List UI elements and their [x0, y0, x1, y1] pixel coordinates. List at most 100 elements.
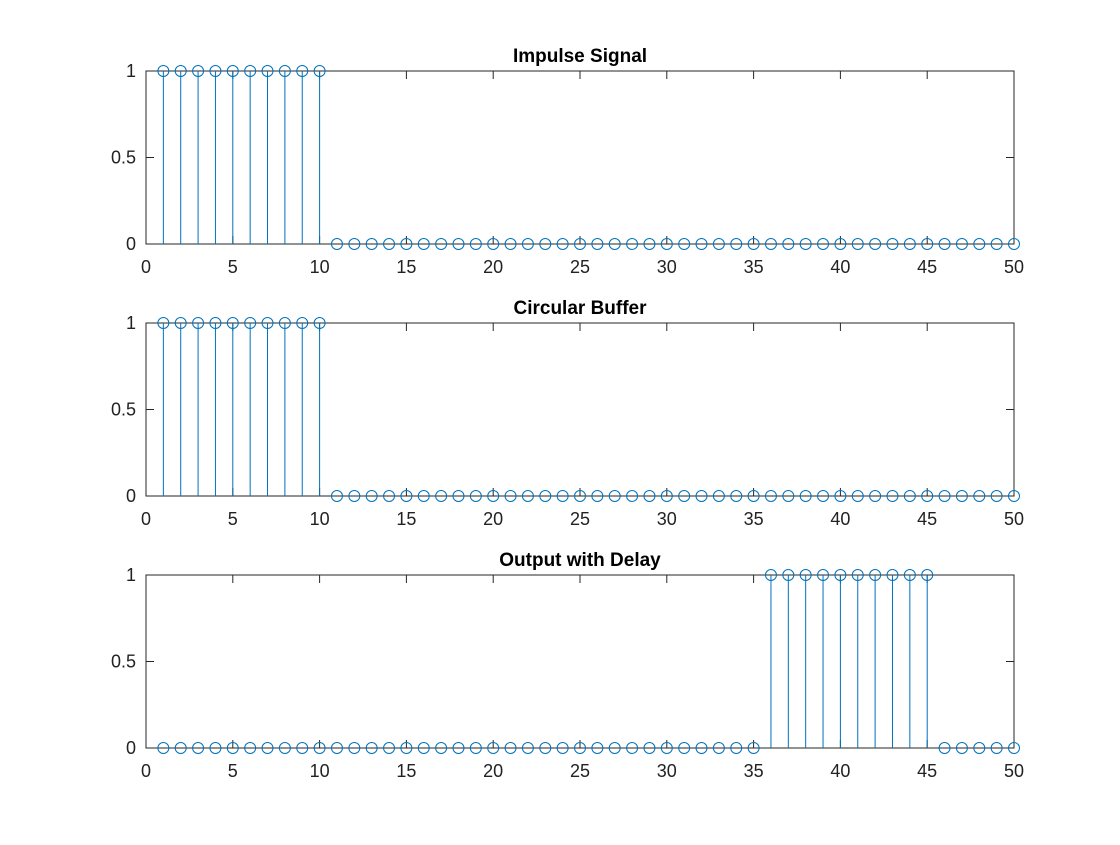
x-tick-label: 20	[483, 509, 503, 529]
stem-marker	[782, 569, 795, 581]
x-tick-label: 5	[228, 761, 238, 781]
x-tick-label: 0	[141, 257, 151, 277]
stem-marker	[938, 742, 951, 754]
stem-marker	[192, 317, 205, 329]
stem-marker	[383, 238, 396, 250]
x-tick-label: 30	[657, 761, 677, 781]
stem-marker	[973, 490, 986, 502]
stem-marker	[938, 490, 951, 502]
stem-marker	[174, 742, 187, 754]
stem-marker	[539, 490, 552, 502]
stem-marker	[851, 238, 864, 250]
stem-marker	[834, 490, 847, 502]
stem-marker	[435, 490, 448, 502]
stem-marker	[174, 65, 187, 77]
stem-marker	[1008, 490, 1020, 502]
stem-marker	[487, 742, 500, 754]
stem-marker	[695, 238, 708, 250]
x-tick-label: 50	[1004, 761, 1024, 781]
stem-marker	[886, 490, 899, 502]
stem-marker	[921, 569, 934, 581]
stem-marker	[903, 569, 916, 581]
stem-marker	[296, 742, 309, 754]
stem-marker	[487, 238, 500, 250]
stem-marker	[955, 490, 968, 502]
stem-marker	[435, 238, 448, 250]
stem-marker	[209, 742, 222, 754]
stem-marker	[903, 238, 916, 250]
stem-marker	[521, 490, 534, 502]
stem-marker	[660, 742, 673, 754]
stem-marker	[591, 238, 604, 250]
stem-marker	[521, 238, 534, 250]
stem-marker	[955, 238, 968, 250]
x-tick-label: 50	[1004, 509, 1024, 529]
stem-marker	[278, 65, 291, 77]
stem-marker	[574, 238, 586, 250]
stem-marker	[990, 742, 1003, 754]
stem-marker	[348, 238, 361, 250]
stem-marker	[1008, 742, 1020, 754]
stem-marker	[747, 490, 760, 502]
stem-marker	[157, 742, 170, 754]
stem-marker	[626, 490, 639, 502]
x-tick-label: 15	[396, 257, 416, 277]
stem-marker	[383, 742, 396, 754]
stem-marker	[764, 490, 777, 502]
x-tick-label: 45	[917, 761, 937, 781]
stem-marker	[226, 317, 239, 329]
stem-marker	[817, 569, 830, 581]
stem-marker	[643, 742, 656, 754]
subplot-2: Circular Buffer 0 5 10 15 20 25 30 35 40 45 50 0 0.5 1	[111, 298, 1024, 529]
stem-marker	[556, 490, 569, 502]
stem-marker	[348, 490, 361, 502]
stem-marker	[817, 490, 830, 502]
x-tick-label: 35	[744, 509, 764, 529]
stem-marker	[955, 742, 968, 754]
stem-marker	[504, 742, 517, 754]
stem-marker	[244, 317, 257, 329]
y-tick-label: 1	[126, 565, 136, 585]
stem-marker	[730, 742, 743, 754]
stem-marker	[643, 490, 656, 502]
stem-marker	[192, 742, 205, 754]
stem-marker	[799, 569, 812, 581]
stem-marker	[417, 742, 430, 754]
stem-marker	[782, 490, 795, 502]
stem-marker	[747, 238, 760, 250]
stem-marker	[851, 569, 864, 581]
stem-marker	[921, 238, 934, 250]
stem-marker	[660, 238, 673, 250]
stem-marker	[695, 742, 708, 754]
axes-box	[145, 322, 1015, 497]
stem-marker	[712, 742, 725, 754]
x-tick-label: 20	[483, 761, 503, 781]
stem-marker	[278, 742, 291, 754]
stem-marker	[174, 317, 187, 329]
stem-marker	[400, 490, 413, 502]
stem-marker	[764, 569, 777, 581]
stem-marker	[313, 317, 326, 329]
stem-marker	[469, 742, 482, 754]
stem-marker	[712, 238, 725, 250]
x-tick-label: 50	[1004, 257, 1024, 277]
stem-marker	[348, 742, 361, 754]
y-tick-label: 0	[126, 234, 136, 254]
stem-marker	[330, 238, 343, 250]
stem-marker	[313, 742, 326, 754]
stem-marker	[365, 742, 378, 754]
stem-marker	[799, 238, 812, 250]
stem-marker	[834, 238, 847, 250]
x-tick-label: 45	[917, 509, 937, 529]
chart-title: Impulse Signal	[513, 46, 647, 67]
stem-marker	[452, 490, 465, 502]
stem-marker	[365, 490, 378, 502]
stem-marker	[417, 490, 430, 502]
stem-marker	[330, 742, 343, 754]
stem-marker	[608, 490, 621, 502]
stem-marker	[157, 65, 170, 77]
x-tick-label: 15	[396, 509, 416, 529]
stem-marker	[869, 569, 882, 581]
y-tick-label: 0.5	[111, 400, 136, 420]
